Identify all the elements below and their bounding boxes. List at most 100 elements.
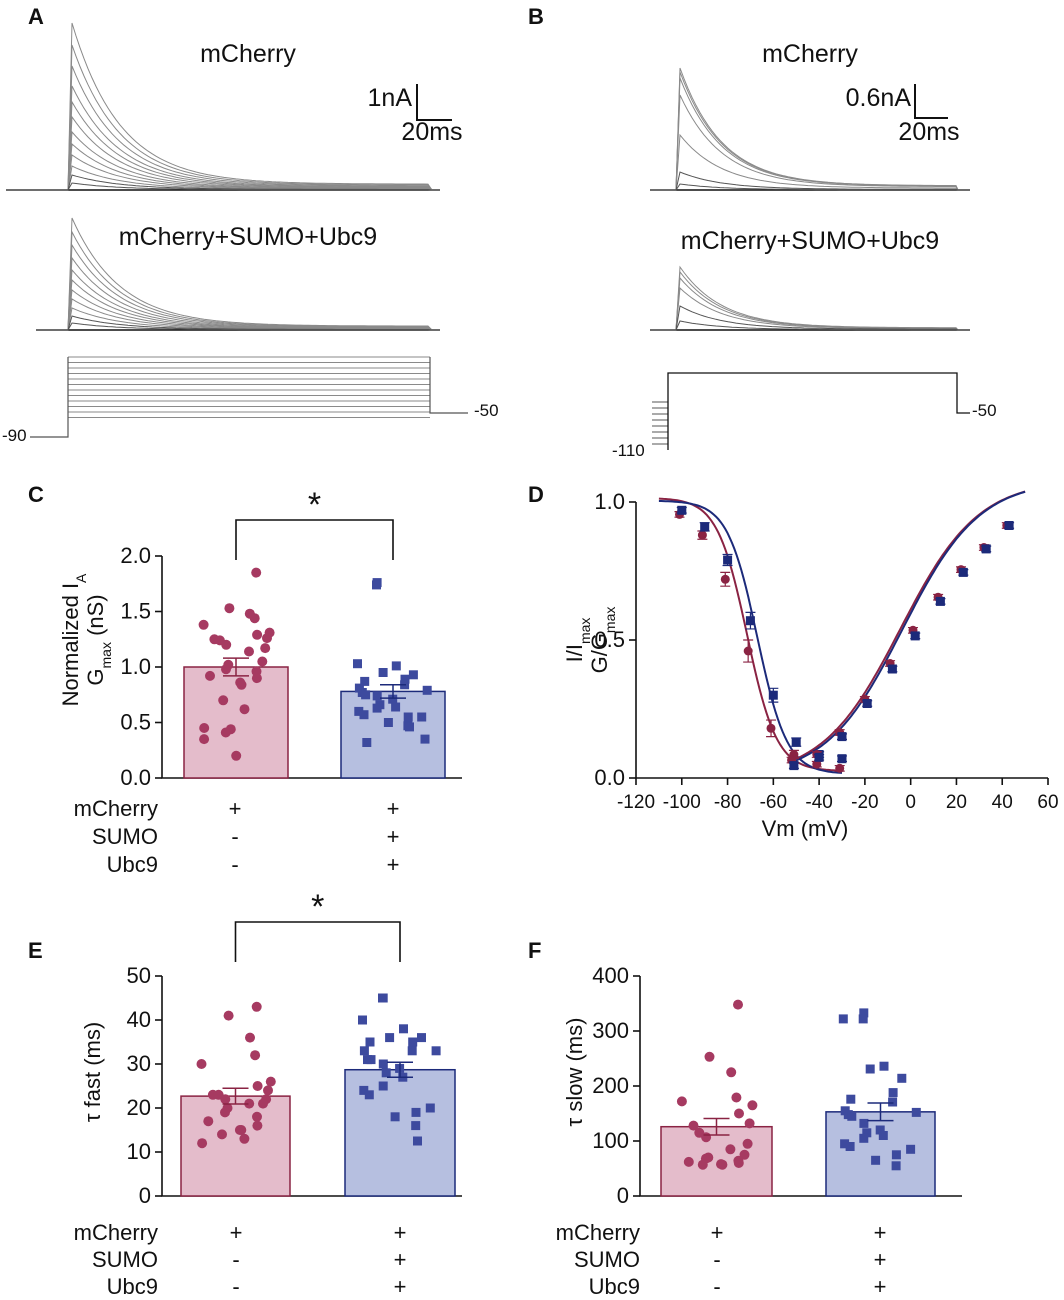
control-data-point bbox=[252, 1081, 263, 1091]
cond-e-sumo-sumo: + bbox=[394, 1247, 407, 1272]
sumo-data-point bbox=[362, 738, 372, 747]
chart-c-ylabel2-main: G bbox=[83, 669, 108, 686]
sumo-data-point bbox=[865, 1064, 875, 1074]
control-data-point bbox=[720, 574, 730, 584]
control-data-point bbox=[251, 1001, 262, 1012]
sumo-data-point bbox=[417, 712, 427, 722]
control-data-point bbox=[262, 633, 272, 644]
current-trace bbox=[650, 183, 970, 191]
cond-c-label-mcherry: mCherry bbox=[74, 796, 158, 821]
y-tick-label: 100 bbox=[592, 1128, 629, 1153]
cond-e-sumo-ubc9: + bbox=[394, 1274, 407, 1299]
panel-b-voltage-protocol bbox=[652, 372, 970, 450]
sumo-data-point bbox=[897, 1073, 907, 1083]
sumo-data-point bbox=[417, 1033, 426, 1043]
y-tick-label: 10 bbox=[127, 1139, 151, 1164]
sumo-data-point bbox=[911, 1107, 921, 1117]
chart-e-tau-fast: 0 10 20 30 40 50 * bbox=[127, 888, 462, 1208]
sumo-data-point bbox=[887, 664, 897, 674]
sumo-data-point bbox=[859, 1133, 869, 1143]
sumo-data-point bbox=[359, 710, 369, 720]
sumo-error-bar bbox=[387, 1061, 413, 1078]
current-trace bbox=[650, 305, 970, 331]
panel-a-scale-current: 1nA bbox=[368, 84, 413, 112]
x-tick-label: -120 bbox=[617, 792, 655, 813]
current-trace bbox=[36, 243, 440, 331]
control-data-point bbox=[249, 613, 260, 624]
chart-d-ylabel1-main: I/I bbox=[562, 644, 587, 662]
sumo-data-point bbox=[958, 567, 968, 577]
sumo-data-point bbox=[378, 1081, 388, 1091]
current-trace bbox=[650, 265, 970, 331]
cond-c-label-ubc9: Ubc9 bbox=[107, 852, 158, 877]
sumo-data-point bbox=[859, 1008, 869, 1018]
inactivation-fit-sumo bbox=[658, 500, 843, 774]
sumo-data-point bbox=[862, 1128, 872, 1138]
y-tick-label: 1.5 bbox=[120, 599, 151, 624]
control-data-point bbox=[265, 1076, 276, 1087]
sumo-data-point bbox=[981, 544, 991, 554]
sumo-data-point bbox=[840, 1139, 850, 1149]
current-trace bbox=[650, 77, 970, 191]
control-data-point bbox=[731, 1092, 742, 1103]
control-data-point bbox=[744, 1118, 755, 1129]
control-data-point bbox=[221, 639, 232, 650]
current-trace bbox=[650, 286, 970, 331]
control-data-point bbox=[725, 1144, 736, 1155]
cond-e-label-mcherry: mCherry bbox=[74, 1220, 158, 1245]
sumo-data-point bbox=[390, 1112, 400, 1122]
panel-a-scale-bar: 1nA 20ms bbox=[368, 84, 463, 146]
control-data-point bbox=[734, 1108, 744, 1119]
sumo-data-point bbox=[838, 1014, 848, 1024]
current-trace bbox=[6, 182, 440, 191]
chart-d-xlabel: Vm (mV) bbox=[762, 816, 849, 841]
current-trace bbox=[6, 85, 440, 191]
control-data-point bbox=[244, 1098, 255, 1109]
sumo-data-point bbox=[677, 505, 687, 515]
panel-b-top-title: mCherry bbox=[762, 40, 858, 68]
sumo-data-point bbox=[391, 661, 401, 671]
control-data-point bbox=[683, 1156, 694, 1167]
sumo-data-point bbox=[847, 1111, 857, 1121]
conditions-table-f: mCherry SUMO Ubc9 + - - + + + bbox=[556, 1220, 887, 1299]
y-tick-label: 0 bbox=[139, 1183, 151, 1208]
control-data-point bbox=[704, 1051, 715, 1062]
control-data-point bbox=[739, 1149, 750, 1160]
control-data-point bbox=[198, 619, 209, 630]
sumo-data-point bbox=[408, 1037, 418, 1047]
panel-a-control-traces bbox=[6, 22, 440, 191]
control-data-point bbox=[199, 723, 210, 733]
sumo-data-point bbox=[888, 1097, 898, 1107]
control-data-point bbox=[224, 603, 235, 614]
control-data-point bbox=[252, 1120, 263, 1131]
control-data-point bbox=[220, 1094, 231, 1105]
y-tick-label: 0.5 bbox=[120, 710, 151, 735]
conditions-table-c: mCherry SUMO Ubc9 + - - + + + bbox=[74, 796, 400, 877]
cond-c-sumo-mcherry: + bbox=[387, 796, 400, 821]
control-data-point bbox=[236, 679, 247, 690]
y-tick-label: 200 bbox=[592, 1073, 629, 1098]
cond-f-sumo-sumo: + bbox=[874, 1247, 887, 1272]
current-trace bbox=[36, 322, 440, 331]
sumo-data-point bbox=[791, 737, 801, 747]
chart-c-peak-current: 0.0 0.5 1.0 1.5 2.0 * bbox=[120, 486, 462, 790]
protocol-test-pulse bbox=[667, 372, 970, 450]
sumo-data-point bbox=[845, 1142, 855, 1151]
sumo-data-point bbox=[891, 1161, 901, 1171]
panel-a-scale-time: 20ms bbox=[401, 118, 462, 146]
y-tick-label: 400 bbox=[592, 963, 629, 988]
sumo-data-point bbox=[364, 1090, 374, 1100]
control-data-point bbox=[676, 1096, 687, 1107]
control-data-point bbox=[250, 1050, 261, 1061]
control-data-point bbox=[221, 664, 231, 675]
y-tick-label: 20 bbox=[127, 1095, 151, 1120]
sumo-data-point bbox=[359, 1046, 369, 1056]
sumo-data-point bbox=[411, 1121, 421, 1131]
control-data-point bbox=[220, 727, 231, 738]
chart-c-ylabel2-unit: (nS) bbox=[83, 594, 108, 642]
significance-bracket bbox=[234, 921, 401, 962]
sumo-data-point bbox=[372, 703, 382, 713]
cond-c-control-ubc9: - bbox=[231, 852, 238, 877]
sumo-data-point bbox=[408, 670, 418, 680]
y-tick-label: 50 bbox=[127, 963, 151, 988]
